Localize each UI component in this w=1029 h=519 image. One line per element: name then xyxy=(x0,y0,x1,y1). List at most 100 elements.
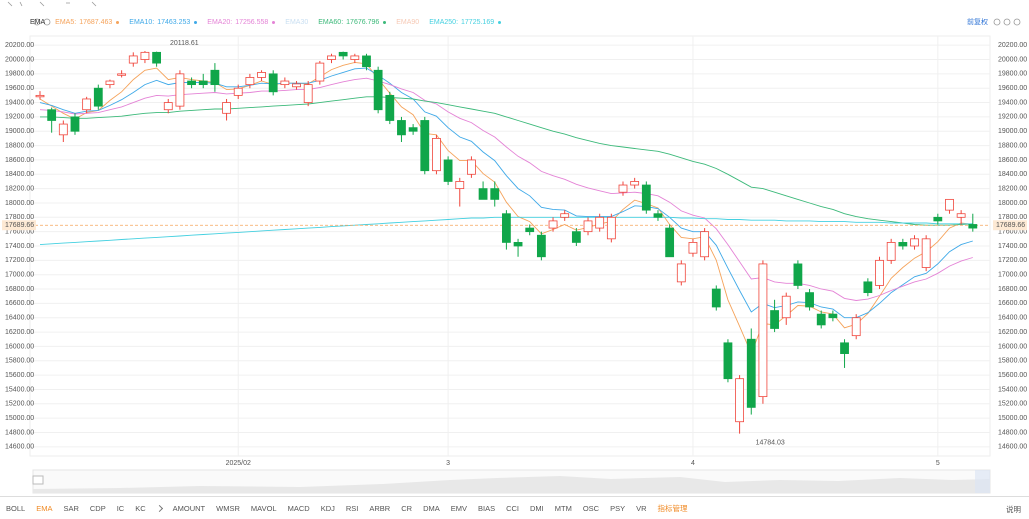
candle[interactable] xyxy=(933,213,943,225)
candle[interactable] xyxy=(315,60,325,85)
candle[interactable] xyxy=(338,51,348,60)
tab[interactable]: VR xyxy=(636,503,647,513)
candle[interactable] xyxy=(443,156,453,186)
legend-item[interactable]: EMA60: 17676.796 xyxy=(318,19,387,26)
tab-more-arrow[interactable] xyxy=(155,504,163,512)
candle[interactable] xyxy=(362,53,371,71)
candle[interactable] xyxy=(420,116,430,175)
candle[interactable] xyxy=(210,63,220,92)
candle[interactable] xyxy=(408,124,418,135)
navigator-handle[interactable] xyxy=(32,475,44,485)
candle[interactable] xyxy=(233,84,243,99)
legend-item[interactable]: EMA10: 17463.253 xyxy=(129,19,198,26)
tab[interactable]: PSY xyxy=(610,503,626,513)
tab[interactable]: IC xyxy=(116,503,125,513)
legend-item[interactable]: EMA30 xyxy=(285,19,308,26)
candle[interactable] xyxy=(595,213,605,232)
candle[interactable] xyxy=(641,181,651,214)
indicator-name[interactable]: EMA xyxy=(30,18,46,26)
candle[interactable] xyxy=(432,134,441,175)
candle[interactable] xyxy=(117,70,127,78)
candle[interactable] xyxy=(781,292,791,325)
candle[interactable] xyxy=(793,260,803,290)
candle[interactable] xyxy=(140,51,150,64)
candle[interactable] xyxy=(653,210,663,221)
candle[interactable] xyxy=(152,51,162,67)
tab[interactable]: MACD xyxy=(287,503,310,513)
tab[interactable]: OSC xyxy=(582,503,600,513)
tab[interactable]: ARBR xyxy=(369,503,391,513)
tab[interactable]: CCI xyxy=(506,503,520,513)
candle[interactable] xyxy=(746,328,756,415)
candle[interactable] xyxy=(758,260,768,404)
tab[interactable]: RSI xyxy=(345,503,359,513)
candle[interactable] xyxy=(700,228,710,261)
candle[interactable] xyxy=(47,107,57,133)
candle[interactable] xyxy=(105,79,115,89)
candle[interactable] xyxy=(828,310,838,322)
candle[interactable] xyxy=(187,77,196,89)
zoom-icon[interactable] xyxy=(1003,18,1011,26)
candle[interactable] xyxy=(303,81,313,107)
candle[interactable] xyxy=(840,339,849,368)
candle[interactable] xyxy=(35,91,45,100)
help-link[interactable]: 说明 xyxy=(1006,505,1021,514)
candle[interactable] xyxy=(770,299,779,333)
candle[interactable] xyxy=(245,73,255,89)
candle[interactable] xyxy=(945,198,954,214)
candle[interactable] xyxy=(292,81,301,90)
tab[interactable]: EMA xyxy=(36,503,53,513)
candle[interactable] xyxy=(571,228,581,246)
candle[interactable] xyxy=(665,224,675,258)
candle[interactable] xyxy=(163,98,173,114)
tab[interactable]: DMI xyxy=(530,503,544,513)
tab[interactable]: KDJ xyxy=(320,503,335,513)
candle[interactable] xyxy=(583,217,593,236)
candle[interactable] xyxy=(222,98,231,121)
tab[interactable]: MTM xyxy=(554,503,572,513)
candle[interactable] xyxy=(956,210,966,225)
candle[interactable] xyxy=(676,260,686,286)
candle[interactable] xyxy=(327,53,336,64)
tab[interactable]: BIAS xyxy=(478,503,496,513)
candle[interactable] xyxy=(478,181,488,200)
candle[interactable] xyxy=(886,238,896,264)
candle[interactable] xyxy=(735,375,744,434)
candle[interactable] xyxy=(630,177,640,189)
candle[interactable] xyxy=(525,224,535,236)
tab[interactable]: AMOUNT xyxy=(172,503,206,513)
candle[interactable] xyxy=(373,66,383,114)
candle[interactable] xyxy=(501,210,511,250)
candle[interactable] xyxy=(805,289,814,311)
zoom-icon[interactable] xyxy=(993,18,1001,26)
candle[interactable] xyxy=(723,339,733,383)
candle[interactable] xyxy=(93,84,103,110)
candle[interactable] xyxy=(350,53,360,64)
legend-item[interactable]: EMA90 xyxy=(396,19,419,26)
candle[interactable] xyxy=(816,310,826,329)
candle[interactable] xyxy=(851,314,861,340)
candle[interactable] xyxy=(606,213,616,243)
tab[interactable]: EMV xyxy=(450,503,467,513)
legend-item[interactable]: EMA5: 17687.463 xyxy=(55,19,120,26)
candle[interactable] xyxy=(257,70,266,82)
candle[interactable] xyxy=(385,91,395,125)
tab[interactable]: SAR xyxy=(63,503,79,513)
candle[interactable] xyxy=(513,238,523,257)
candle[interactable] xyxy=(58,120,68,142)
candle[interactable] xyxy=(863,278,873,297)
tab[interactable]: DMA xyxy=(423,503,440,513)
tab[interactable]: CR xyxy=(401,503,413,513)
candle[interactable] xyxy=(490,181,500,207)
navigator-window[interactable] xyxy=(975,470,990,493)
legend-item[interactable]: EMA20: 17256.558 xyxy=(207,19,276,26)
candle[interactable] xyxy=(898,238,908,250)
tab[interactable]: BOLL xyxy=(6,503,26,513)
candle[interactable] xyxy=(536,231,546,261)
candle[interactable] xyxy=(455,177,465,207)
candle[interactable] xyxy=(921,235,931,272)
candle[interactable] xyxy=(548,217,558,232)
candle[interactable] xyxy=(128,52,138,67)
candle[interactable] xyxy=(618,181,628,196)
tab[interactable]: 指标管理 xyxy=(657,503,688,513)
